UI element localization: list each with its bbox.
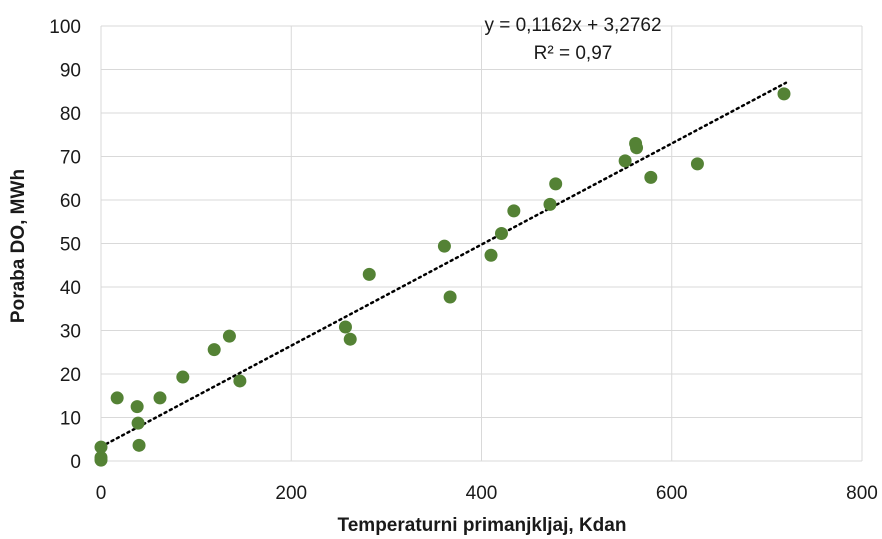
- data-point: [437, 239, 451, 253]
- y-tick-label: 100: [49, 17, 81, 38]
- data-point: [507, 204, 521, 218]
- y-tick-label: 10: [60, 409, 81, 430]
- x-axis-title: Temperaturni primanjkljaj, Kdan: [338, 515, 627, 536]
- data-point: [130, 400, 144, 414]
- y-tick-labels: 0 10 20 30 40 50 60 70 80 90 100: [49, 17, 81, 473]
- data-point: [618, 154, 632, 168]
- y-axis-title: Poraba DO, MWh: [8, 169, 29, 323]
- trendline: [99, 81, 788, 448]
- y-tick-label: 60: [60, 191, 81, 212]
- data-point: [176, 370, 190, 384]
- x-tick-label: 200: [275, 483, 307, 504]
- y-tick-label: 70: [60, 148, 81, 169]
- data-point: [233, 374, 247, 388]
- x-tick-label: 800: [846, 483, 878, 504]
- data-point: [690, 157, 704, 171]
- y-tick-label: 50: [60, 235, 81, 256]
- x-tick-labels: 0 200 400 600 800: [96, 483, 878, 504]
- data-point: [777, 87, 791, 101]
- x-tick-label: 0: [96, 483, 107, 504]
- x-tick-label: 600: [656, 483, 688, 504]
- x-tick-label: 400: [466, 483, 498, 504]
- data-point: [132, 438, 146, 452]
- y-tick-label: 30: [60, 322, 81, 343]
- data-point: [94, 440, 108, 454]
- y-tick-label: 0: [70, 452, 81, 473]
- data-points: [94, 87, 791, 467]
- y-tick-label: 20: [60, 365, 81, 386]
- data-point: [362, 267, 376, 281]
- y-tick-label: 90: [60, 61, 81, 82]
- data-point: [207, 343, 221, 357]
- data-point: [543, 197, 557, 211]
- trendline-r-squared: R² = 0,97: [534, 43, 613, 64]
- data-point: [94, 451, 108, 465]
- trendline-line: [99, 81, 788, 448]
- y-tick-label: 40: [60, 278, 81, 299]
- data-point: [222, 329, 236, 343]
- data-point: [153, 391, 167, 405]
- data-point: [131, 416, 145, 430]
- data-point: [338, 320, 352, 334]
- data-point: [644, 170, 658, 184]
- trendline-equation: y = 0,1162x + 3,2762: [484, 15, 661, 36]
- data-point: [549, 177, 563, 191]
- data-point: [443, 290, 457, 304]
- data-point: [484, 248, 498, 262]
- data-point: [110, 391, 124, 405]
- y-tick-label: 80: [60, 104, 81, 125]
- data-point: [630, 141, 644, 155]
- data-point: [343, 332, 357, 346]
- data-point: [494, 226, 508, 240]
